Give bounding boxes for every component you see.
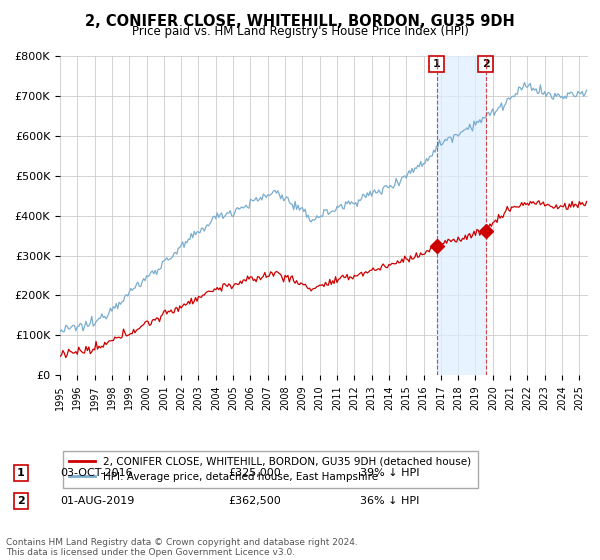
Text: 2: 2: [482, 59, 490, 69]
Text: £362,500: £362,500: [228, 496, 281, 506]
Text: 39% ↓ HPI: 39% ↓ HPI: [360, 468, 419, 478]
Text: 1: 1: [433, 59, 440, 69]
Text: 01-AUG-2019: 01-AUG-2019: [60, 496, 134, 506]
Text: 1: 1: [17, 468, 25, 478]
Text: 36% ↓ HPI: 36% ↓ HPI: [360, 496, 419, 506]
Legend: 2, CONIFER CLOSE, WHITEHILL, BORDON, GU35 9DH (detached house), HPI: Average pri: 2, CONIFER CLOSE, WHITEHILL, BORDON, GU3…: [62, 451, 478, 488]
Text: £325,000: £325,000: [228, 468, 281, 478]
Text: Contains HM Land Registry data © Crown copyright and database right 2024.
This d: Contains HM Land Registry data © Crown c…: [6, 538, 358, 557]
Bar: [437, 56, 485, 375]
Text: 03-OCT-2016: 03-OCT-2016: [60, 468, 133, 478]
Text: Price paid vs. HM Land Registry's House Price Index (HPI): Price paid vs. HM Land Registry's House …: [131, 25, 469, 38]
Text: 2, CONIFER CLOSE, WHITEHILL, BORDON, GU35 9DH: 2, CONIFER CLOSE, WHITEHILL, BORDON, GU3…: [85, 14, 515, 29]
Text: 2: 2: [17, 496, 25, 506]
